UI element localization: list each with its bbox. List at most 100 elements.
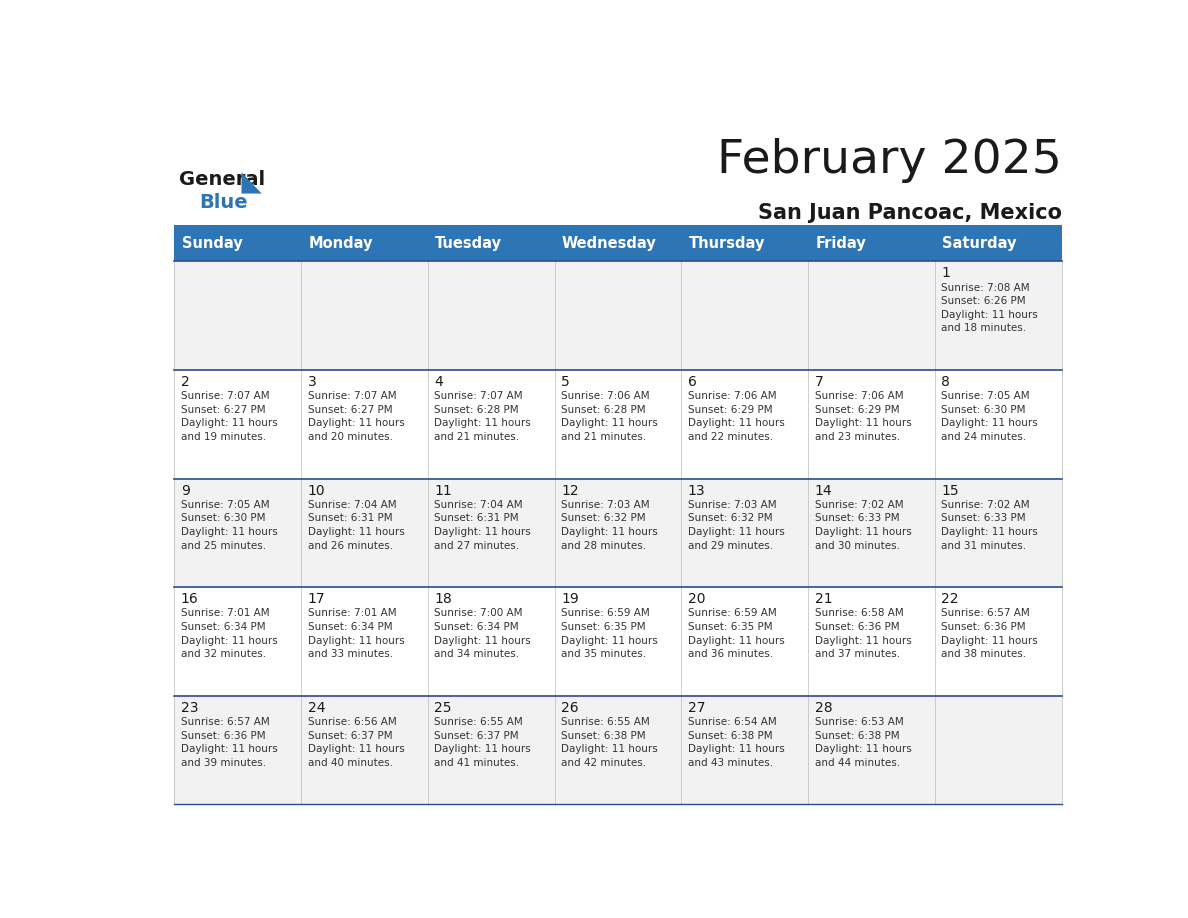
Bar [682,370,808,478]
Text: General: General [179,170,265,189]
Text: Thursday: Thursday [689,236,765,251]
Bar [428,478,555,588]
Bar [428,225,555,262]
Text: 22: 22 [941,592,959,606]
Text: 20: 20 [688,592,706,606]
Text: Sunrise: 7:00 AM
Sunset: 6:34 PM
Daylight: 11 hours
and 34 minutes.: Sunrise: 7:00 AM Sunset: 6:34 PM Dayligh… [435,609,531,659]
Text: Sunrise: 7:07 AM
Sunset: 6:28 PM
Daylight: 11 hours
and 21 minutes.: Sunrise: 7:07 AM Sunset: 6:28 PM Dayligh… [435,391,531,442]
Text: 25: 25 [435,700,451,715]
Bar [175,225,301,262]
Text: Tuesday: Tuesday [435,236,503,251]
Text: 19: 19 [561,592,579,606]
Text: 14: 14 [815,484,833,498]
Text: 12: 12 [561,484,579,498]
Text: Sunrise: 6:58 AM
Sunset: 6:36 PM
Daylight: 11 hours
and 37 minutes.: Sunrise: 6:58 AM Sunset: 6:36 PM Dayligh… [815,609,911,659]
Bar [808,370,935,478]
Bar [301,225,428,262]
Bar [935,478,1062,588]
Text: Sunrise: 7:04 AM
Sunset: 6:31 PM
Daylight: 11 hours
and 26 minutes.: Sunrise: 7:04 AM Sunset: 6:31 PM Dayligh… [308,499,404,551]
Bar [428,370,555,478]
Text: 1: 1 [941,266,950,280]
Text: Sunrise: 6:57 AM
Sunset: 6:36 PM
Daylight: 11 hours
and 39 minutes.: Sunrise: 6:57 AM Sunset: 6:36 PM Dayligh… [181,717,278,767]
Bar [428,262,555,370]
Text: 2: 2 [181,375,189,389]
Text: Sunrise: 6:59 AM
Sunset: 6:35 PM
Daylight: 11 hours
and 35 minutes.: Sunrise: 6:59 AM Sunset: 6:35 PM Dayligh… [561,609,658,659]
Bar [301,262,428,370]
Bar [935,370,1062,478]
Bar [175,262,301,370]
Bar [428,588,555,696]
Text: 26: 26 [561,700,579,715]
Bar [555,262,682,370]
Bar [175,696,301,804]
Text: 4: 4 [435,375,443,389]
Text: Sunrise: 7:02 AM
Sunset: 6:33 PM
Daylight: 11 hours
and 30 minutes.: Sunrise: 7:02 AM Sunset: 6:33 PM Dayligh… [815,499,911,551]
Text: Sunrise: 7:03 AM
Sunset: 6:32 PM
Daylight: 11 hours
and 28 minutes.: Sunrise: 7:03 AM Sunset: 6:32 PM Dayligh… [561,499,658,551]
Bar [301,478,428,588]
Bar [808,478,935,588]
Text: Wednesday: Wednesday [562,236,657,251]
Bar [682,696,808,804]
Bar [555,588,682,696]
Text: Sunrise: 7:01 AM
Sunset: 6:34 PM
Daylight: 11 hours
and 33 minutes.: Sunrise: 7:01 AM Sunset: 6:34 PM Dayligh… [308,609,404,659]
Text: 17: 17 [308,592,326,606]
Bar [555,478,682,588]
Text: Saturday: Saturday [942,236,1017,251]
Text: Sunrise: 6:59 AM
Sunset: 6:35 PM
Daylight: 11 hours
and 36 minutes.: Sunrise: 6:59 AM Sunset: 6:35 PM Dayligh… [688,609,784,659]
Text: 24: 24 [308,700,326,715]
Text: Sunrise: 7:03 AM
Sunset: 6:32 PM
Daylight: 11 hours
and 29 minutes.: Sunrise: 7:03 AM Sunset: 6:32 PM Dayligh… [688,499,784,551]
Text: 28: 28 [815,700,833,715]
Text: San Juan Pancoac, Mexico: San Juan Pancoac, Mexico [758,204,1062,223]
Bar [301,696,428,804]
Text: Sunday: Sunday [182,236,242,251]
Text: Sunrise: 7:01 AM
Sunset: 6:34 PM
Daylight: 11 hours
and 32 minutes.: Sunrise: 7:01 AM Sunset: 6:34 PM Dayligh… [181,609,278,659]
Text: Sunrise: 7:06 AM
Sunset: 6:29 PM
Daylight: 11 hours
and 23 minutes.: Sunrise: 7:06 AM Sunset: 6:29 PM Dayligh… [815,391,911,442]
Bar [175,588,301,696]
Text: 8: 8 [941,375,950,389]
Bar [935,262,1062,370]
Text: Sunrise: 6:56 AM
Sunset: 6:37 PM
Daylight: 11 hours
and 40 minutes.: Sunrise: 6:56 AM Sunset: 6:37 PM Dayligh… [308,717,404,767]
Text: Sunrise: 7:07 AM
Sunset: 6:27 PM
Daylight: 11 hours
and 20 minutes.: Sunrise: 7:07 AM Sunset: 6:27 PM Dayligh… [308,391,404,442]
Text: 15: 15 [941,484,959,498]
Bar [301,588,428,696]
Text: 5: 5 [561,375,570,389]
Text: 9: 9 [181,484,190,498]
Text: 16: 16 [181,592,198,606]
Bar [808,588,935,696]
Text: Sunrise: 7:06 AM
Sunset: 6:28 PM
Daylight: 11 hours
and 21 minutes.: Sunrise: 7:06 AM Sunset: 6:28 PM Dayligh… [561,391,658,442]
Text: Sunrise: 6:54 AM
Sunset: 6:38 PM
Daylight: 11 hours
and 43 minutes.: Sunrise: 6:54 AM Sunset: 6:38 PM Dayligh… [688,717,784,767]
Text: 23: 23 [181,700,198,715]
Bar [935,588,1062,696]
Bar [301,370,428,478]
Text: Sunrise: 6:57 AM
Sunset: 6:36 PM
Daylight: 11 hours
and 38 minutes.: Sunrise: 6:57 AM Sunset: 6:36 PM Dayligh… [941,609,1038,659]
Bar [555,225,682,262]
Text: Sunrise: 6:53 AM
Sunset: 6:38 PM
Daylight: 11 hours
and 44 minutes.: Sunrise: 6:53 AM Sunset: 6:38 PM Dayligh… [815,717,911,767]
Text: 3: 3 [308,375,316,389]
Text: Sunrise: 7:07 AM
Sunset: 6:27 PM
Daylight: 11 hours
and 19 minutes.: Sunrise: 7:07 AM Sunset: 6:27 PM Dayligh… [181,391,278,442]
Text: Sunrise: 7:05 AM
Sunset: 6:30 PM
Daylight: 11 hours
and 25 minutes.: Sunrise: 7:05 AM Sunset: 6:30 PM Dayligh… [181,499,278,551]
Bar [555,696,682,804]
Bar [175,478,301,588]
Text: 6: 6 [688,375,697,389]
Text: Sunrise: 6:55 AM
Sunset: 6:37 PM
Daylight: 11 hours
and 41 minutes.: Sunrise: 6:55 AM Sunset: 6:37 PM Dayligh… [435,717,531,767]
Bar [682,588,808,696]
Bar [935,696,1062,804]
Bar [682,225,808,262]
Text: Blue: Blue [200,193,248,212]
Bar [682,478,808,588]
Bar [808,262,935,370]
Text: Sunrise: 7:06 AM
Sunset: 6:29 PM
Daylight: 11 hours
and 22 minutes.: Sunrise: 7:06 AM Sunset: 6:29 PM Dayligh… [688,391,784,442]
Bar [808,696,935,804]
Bar [808,225,935,262]
Text: 10: 10 [308,484,326,498]
Text: 11: 11 [435,484,453,498]
Bar [175,370,301,478]
Text: 18: 18 [435,592,453,606]
Polygon shape [241,173,261,194]
Bar [682,262,808,370]
Text: Sunrise: 7:04 AM
Sunset: 6:31 PM
Daylight: 11 hours
and 27 minutes.: Sunrise: 7:04 AM Sunset: 6:31 PM Dayligh… [435,499,531,551]
Text: Sunrise: 7:02 AM
Sunset: 6:33 PM
Daylight: 11 hours
and 31 minutes.: Sunrise: 7:02 AM Sunset: 6:33 PM Dayligh… [941,499,1038,551]
Text: February 2025: February 2025 [718,139,1062,184]
Text: 7: 7 [815,375,823,389]
Text: 21: 21 [815,592,833,606]
